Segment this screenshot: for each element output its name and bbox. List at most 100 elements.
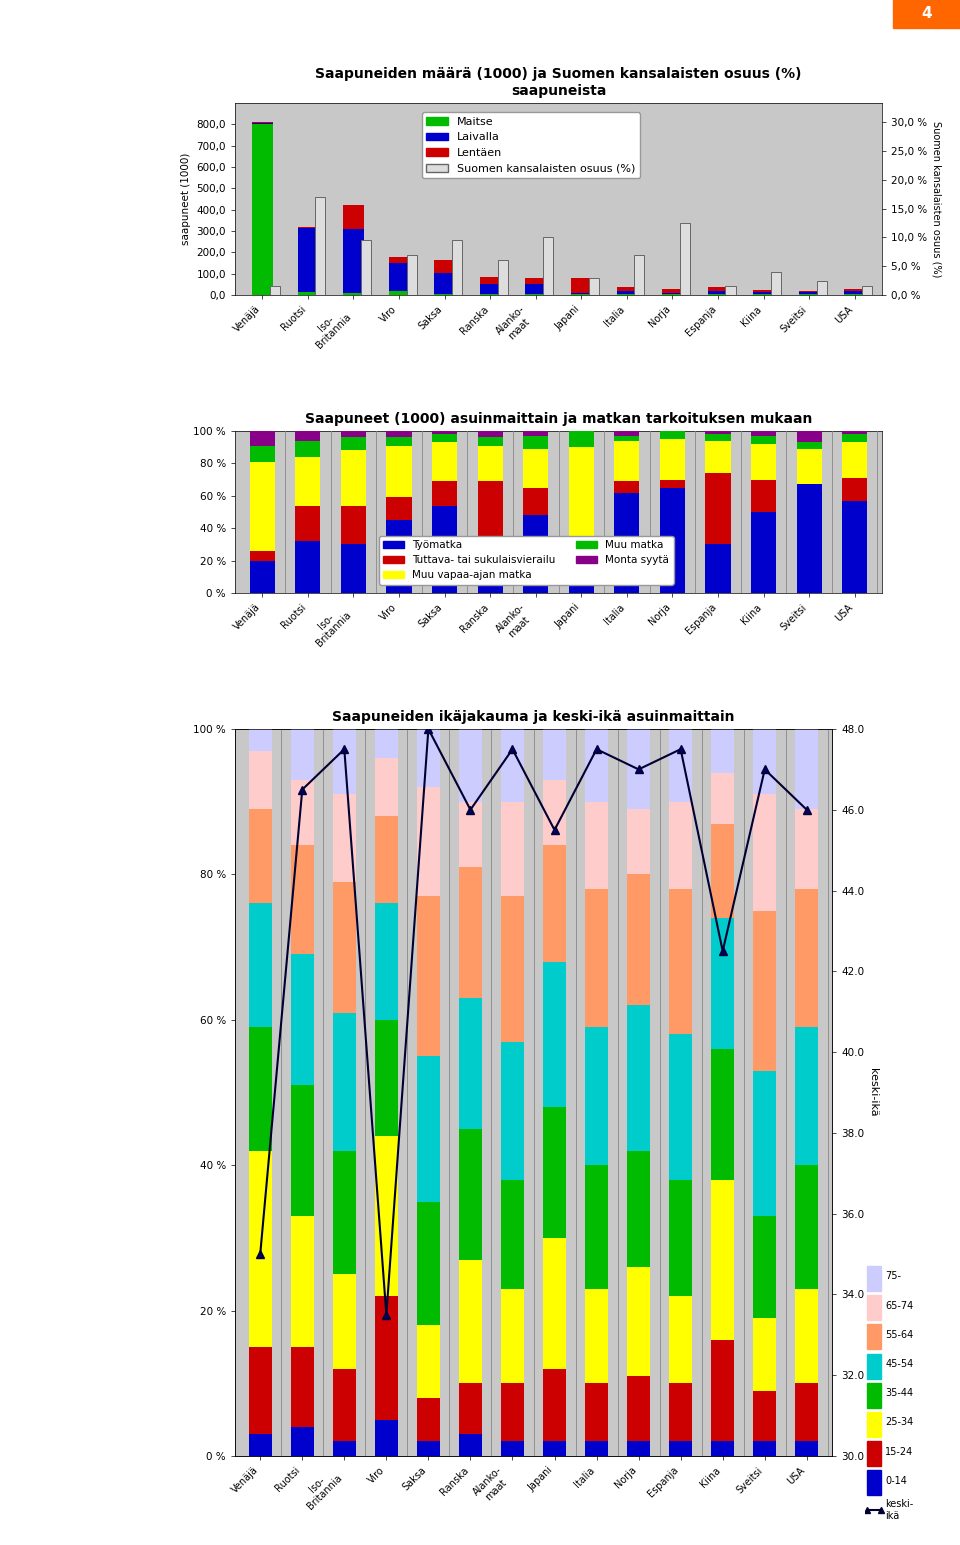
- Bar: [711, 729, 734, 772]
- Bar: [862, 286, 873, 295]
- Bar: [478, 445, 503, 480]
- Text: 25-34: 25-34: [885, 1417, 914, 1428]
- Bar: [754, 729, 777, 794]
- Bar: [751, 511, 776, 593]
- Bar: [459, 1129, 482, 1259]
- Bar: [795, 729, 818, 810]
- Bar: [344, 205, 364, 229]
- Bar: [706, 440, 731, 473]
- Bar: [614, 493, 639, 593]
- Bar: [799, 290, 819, 292]
- Bar: [711, 1441, 734, 1455]
- Bar: [842, 431, 867, 434]
- Bar: [867, 1471, 881, 1496]
- Bar: [249, 1027, 272, 1151]
- Bar: [406, 255, 417, 295]
- Bar: [669, 888, 692, 1034]
- Bar: [341, 544, 366, 593]
- Bar: [616, 287, 637, 290]
- Title: Saapuneiden ikäjakauma ja keski-ikä asuinmaittain: Saapuneiden ikäjakauma ja keski-ikä asui…: [332, 709, 734, 723]
- Bar: [478, 431, 503, 437]
- Bar: [333, 1441, 356, 1455]
- Bar: [333, 729, 356, 794]
- Bar: [706, 431, 731, 434]
- Bar: [585, 1027, 608, 1165]
- Bar: [298, 292, 318, 295]
- Bar: [754, 794, 777, 910]
- Bar: [754, 1390, 777, 1441]
- Y-axis label: keski-ikä: keski-ikä: [868, 1068, 878, 1117]
- Bar: [669, 1296, 692, 1383]
- Bar: [711, 823, 734, 918]
- Bar: [249, 904, 272, 1027]
- Bar: [627, 810, 650, 874]
- Bar: [249, 1151, 272, 1347]
- Bar: [585, 729, 608, 802]
- Bar: [797, 448, 822, 485]
- Bar: [751, 436, 776, 443]
- Bar: [250, 445, 275, 462]
- Bar: [585, 1165, 608, 1289]
- Bar: [250, 431, 275, 445]
- Bar: [867, 1412, 881, 1437]
- Bar: [249, 810, 272, 904]
- Bar: [434, 272, 455, 294]
- Bar: [333, 1012, 356, 1151]
- Bar: [614, 436, 639, 440]
- Bar: [361, 239, 371, 295]
- Bar: [333, 1151, 356, 1275]
- Bar: [459, 1434, 482, 1455]
- Title: Saapuneiden määrä (1000) ja Suomen kansalaisten osuus (%)
saapuneista: Saapuneiden määrä (1000) ja Suomen kansa…: [315, 68, 802, 97]
- Bar: [795, 1027, 818, 1165]
- Bar: [459, 998, 482, 1129]
- Bar: [249, 1434, 272, 1455]
- Bar: [296, 541, 321, 593]
- Bar: [417, 1202, 440, 1326]
- Bar: [525, 284, 546, 295]
- Bar: [480, 284, 500, 295]
- Bar: [754, 1071, 777, 1216]
- Bar: [374, 1020, 397, 1136]
- Bar: [543, 1441, 566, 1455]
- Bar: [523, 431, 548, 436]
- Bar: [795, 1441, 818, 1455]
- Bar: [387, 497, 412, 521]
- Bar: [501, 1383, 524, 1441]
- Bar: [250, 462, 275, 552]
- Bar: [291, 845, 314, 955]
- Bar: [497, 261, 508, 295]
- Bar: [543, 238, 553, 295]
- Bar: [417, 1441, 440, 1455]
- Bar: [845, 289, 865, 290]
- Bar: [478, 553, 503, 593]
- Bar: [711, 1180, 734, 1340]
- Bar: [501, 1180, 524, 1289]
- Bar: [754, 1318, 777, 1390]
- Bar: [660, 431, 684, 439]
- Bar: [374, 729, 397, 759]
- Bar: [374, 816, 397, 904]
- Bar: [754, 289, 774, 292]
- Bar: [708, 287, 729, 290]
- Bar: [585, 802, 608, 888]
- Bar: [845, 290, 865, 295]
- Bar: [432, 434, 457, 442]
- Bar: [387, 445, 412, 497]
- Bar: [344, 229, 364, 294]
- Bar: [585, 1383, 608, 1441]
- Bar: [249, 751, 272, 810]
- Bar: [344, 294, 364, 295]
- Bar: [571, 278, 591, 294]
- Bar: [296, 440, 321, 457]
- Bar: [501, 896, 524, 1041]
- Bar: [711, 1340, 734, 1441]
- Legend: Työmatka, Tuttava- tai sukulaisvierailu, Muu vapaa-ajan matka, Muu matka, Monta : Työmatka, Tuttava- tai sukulaisvierailu,…: [379, 536, 674, 584]
- Bar: [333, 794, 356, 882]
- Bar: [291, 955, 314, 1085]
- Bar: [842, 442, 867, 477]
- Bar: [434, 260, 455, 272]
- Bar: [799, 292, 819, 295]
- Bar: [867, 1295, 881, 1321]
- Bar: [432, 442, 457, 480]
- Bar: [249, 1347, 272, 1434]
